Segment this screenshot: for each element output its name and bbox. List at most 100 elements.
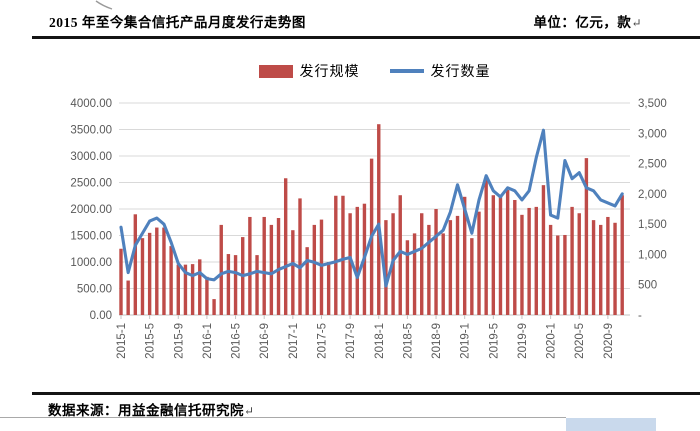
- bar-2016-4: [226, 254, 231, 315]
- bar-2015-1: [119, 248, 123, 315]
- bar-2015-7: [162, 227, 166, 315]
- bar-2017-6: [326, 262, 331, 315]
- x-axis-tick-label: 2017-5: [316, 323, 328, 359]
- bar-2018-2: [384, 220, 388, 315]
- bar-2019-1: [462, 196, 467, 315]
- legend-item-issuance-count: 发行数量: [389, 61, 491, 81]
- bar-2019-4: [484, 177, 488, 315]
- bar-2018-7: [420, 213, 424, 315]
- legend-line-swatch: [389, 69, 424, 73]
- bar-2016-1: [205, 276, 209, 315]
- page-title-text: 2015 年至今集合信托产品月度发行走势图: [49, 15, 306, 30]
- x-axis-tick-label: 2020-5: [574, 323, 586, 359]
- bar-2019-7: [505, 189, 510, 315]
- bar-2019-10: [527, 207, 531, 315]
- legend-label: 发行数量: [430, 65, 491, 80]
- left-axis-tick-label: 1000.00: [70, 257, 112, 269]
- bar-2020-3: [563, 234, 567, 315]
- left-axis-tick-label: 2000.00: [70, 204, 112, 216]
- bar-2018-12: [455, 215, 460, 315]
- x-axis-tick-label: 2015-5: [145, 323, 157, 359]
- bar-2018-5: [405, 240, 410, 315]
- chart-legend: 发行规模 发行数量: [119, 60, 630, 82]
- bar-2018-8: [427, 224, 431, 315]
- bar-2015-3: [133, 214, 138, 315]
- bar-2018-6: [412, 233, 417, 315]
- bar-2016-12: [283, 178, 288, 315]
- bar-2017-5: [319, 219, 324, 315]
- bar-2019-9: [520, 214, 524, 315]
- bar-2017-10: [355, 206, 359, 315]
- bar-2016-8: [255, 255, 259, 315]
- bar-2018-9: [434, 209, 438, 315]
- bar-2019-11: [534, 206, 538, 315]
- unit-label: 单位：亿元，款↵: [533, 11, 642, 31]
- right-axis-tick-label: 3,000: [638, 128, 667, 140]
- paragraph-return-icon: ↵: [244, 404, 255, 418]
- unit-label-text: 单位：亿元，款: [533, 15, 632, 30]
- bar-2020-6: [584, 158, 589, 315]
- bar-2018-11: [448, 220, 453, 315]
- x-axis-tick-label: 2017-1: [288, 323, 300, 359]
- page-title: 2015 年至今集合信托产品月度发行走势图: [49, 11, 306, 31]
- x-axis-tick-label: 2015-9: [173, 323, 185, 359]
- x-axis-tick-label: 2018-9: [431, 323, 443, 359]
- bar-2016-3: [219, 224, 223, 315]
- bar-2020-1: [548, 224, 553, 315]
- x-axis-tick-label: 2020-1: [546, 323, 558, 359]
- x-axis-tick-label: 2016-9: [259, 323, 271, 359]
- left-axis-tick-label: 3000.00: [70, 151, 112, 163]
- bar-2017-3: [305, 247, 309, 315]
- x-axis-tick-label: 2019-1: [460, 323, 472, 359]
- header-divider: [32, 36, 700, 39]
- x-axis-tick-label: 2016-5: [231, 323, 243, 359]
- bar-2015-4: [140, 238, 145, 315]
- bar-2016-11: [276, 218, 281, 315]
- bar-2020-10: [613, 222, 617, 315]
- bar-2015-11: [190, 264, 195, 315]
- bar-2015-2: [126, 280, 130, 315]
- bar-2017-9: [348, 213, 352, 315]
- bar-2020-2: [556, 235, 560, 315]
- legend-bar-swatch: [258, 64, 293, 78]
- bar-2019-12: [541, 185, 546, 315]
- bar-2018-1: [377, 124, 381, 315]
- x-axis-tick-label: 2015-1: [116, 323, 128, 359]
- bar-2020-7: [591, 220, 596, 315]
- x-axis-tick-label: 2018-1: [374, 323, 386, 359]
- line-series: [119, 128, 624, 288]
- bar-2018-10: [441, 233, 445, 315]
- bar-2017-7: [334, 195, 338, 315]
- bar-2015-9: [176, 264, 180, 315]
- bar-2016-5: [233, 255, 238, 315]
- bar-2020-9: [606, 216, 610, 315]
- right-axis-tick-label: 2,500: [638, 159, 667, 171]
- bar-2016-9: [262, 216, 266, 315]
- legend-label: 发行规模: [299, 65, 360, 80]
- bar-2019-2: [470, 238, 474, 315]
- x-axis-tick-label: 2019-5: [488, 323, 500, 359]
- left-axis-tick-label: 4000.00: [70, 98, 112, 110]
- bar-2019-8: [513, 199, 517, 315]
- paragraph-return-icon: ↵: [631, 16, 642, 30]
- left-axis-tick-label: 1500.00: [70, 231, 112, 243]
- left-axis-tick-label: 3500.00: [70, 125, 112, 137]
- bar-2015-8: [169, 246, 173, 315]
- bar-2015-10: [183, 264, 188, 315]
- bottom-blue-strip: [566, 418, 656, 431]
- bar-2016-10: [269, 224, 274, 315]
- bar-2020-11: [620, 195, 624, 315]
- data-source: 数据来源：用益金融信托研究院↵: [48, 399, 255, 419]
- bar-2020-8: [599, 224, 603, 315]
- x-axis-tick-label: 2018-5: [402, 323, 414, 359]
- page-bottom-border: [0, 417, 566, 419]
- bar-2019-5: [491, 195, 496, 315]
- left-axis-tick-label: 500.00: [77, 284, 112, 296]
- right-axis-tick-label: 500: [638, 280, 657, 292]
- bar-2020-4: [570, 206, 574, 315]
- right-axis-tick-label: 1,500: [638, 219, 667, 231]
- right-axis-tick-label: 1,000: [638, 249, 667, 261]
- bar-2019-6: [498, 196, 503, 315]
